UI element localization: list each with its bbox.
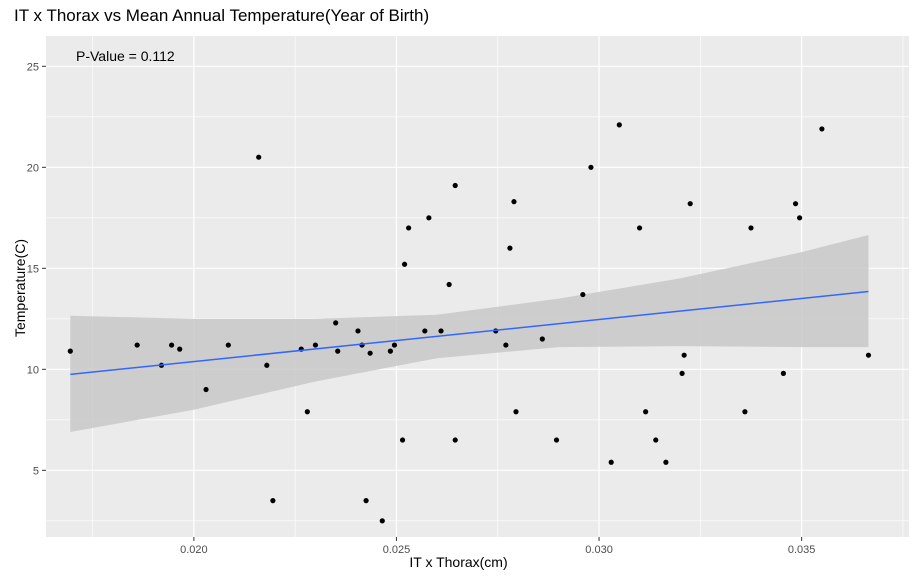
data-point [539, 336, 545, 342]
data-point [643, 409, 649, 415]
data-point [687, 201, 693, 207]
data-point [256, 154, 262, 160]
data-point [422, 328, 428, 334]
data-point [304, 409, 310, 415]
data-point [387, 348, 393, 354]
data-point [636, 225, 643, 231]
data-point [797, 215, 803, 221]
data-point [355, 328, 361, 334]
data-point [503, 342, 509, 348]
data-point [134, 342, 140, 348]
y-tick-label: 5 [33, 465, 39, 477]
chart-title: IT x Thorax vs Mean Annual Temperature(Y… [14, 6, 430, 25]
data-point [608, 459, 614, 465]
data-point [513, 409, 519, 415]
data-point [507, 245, 513, 251]
data-point [264, 362, 270, 368]
data-point [312, 342, 319, 348]
data-point [367, 350, 373, 356]
data-point [865, 352, 872, 358]
x-tick-label: 0.030 [585, 544, 613, 556]
data-point [203, 386, 209, 393]
data-point [363, 498, 369, 504]
data-point [511, 199, 517, 205]
data-point [681, 352, 687, 358]
data-point [426, 215, 432, 221]
data-point [553, 437, 560, 443]
data-point [333, 320, 339, 326]
data-point [588, 164, 594, 170]
x-tick-label: 0.020 [180, 544, 208, 556]
data-point [580, 291, 586, 298]
data-point [379, 518, 385, 524]
data-point [616, 122, 622, 128]
x-axis-ticks: 0.020 0.025 0.030 0.035 [180, 537, 815, 556]
y-tick-label: 15 [27, 263, 39, 275]
regression-line [70, 290, 869, 376]
y-axis-ticks: 5 10 15 20 25 [27, 61, 46, 477]
data-point [819, 126, 825, 132]
data-point [452, 182, 458, 189]
data-point [792, 201, 799, 207]
data-point [335, 348, 341, 354]
y-tick-label: 25 [27, 61, 39, 73]
x-tick-label: 0.035 [788, 544, 816, 556]
data-point [391, 342, 398, 348]
data-point [399, 437, 406, 443]
data-point [177, 346, 183, 352]
data-points [67, 122, 872, 524]
data-point [67, 348, 73, 354]
data-point [401, 261, 408, 267]
y-tick-label: 10 [27, 364, 39, 376]
data-point [169, 342, 175, 348]
data-point [748, 225, 754, 231]
data-point [742, 409, 748, 415]
data-point [452, 437, 458, 443]
data-point [225, 342, 231, 348]
y-tick-label: 20 [27, 162, 39, 174]
data-point [653, 437, 659, 443]
data-point [270, 498, 276, 504]
data-point [780, 370, 786, 376]
x-axis-label: IT x Thorax(cm) [409, 554, 508, 570]
data-point [438, 328, 444, 334]
x-tick-label: 0.025 [383, 544, 411, 556]
data-point [663, 459, 669, 465]
data-point [406, 225, 412, 231]
data-point [679, 370, 685, 376]
p-value-annotation: P-Value = 0.112 [76, 48, 175, 64]
y-axis-label: Temperature(C) [12, 238, 28, 338]
data-point [446, 281, 452, 288]
